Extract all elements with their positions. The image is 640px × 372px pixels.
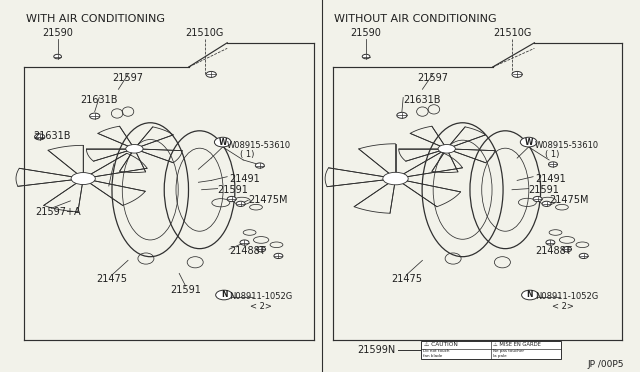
Text: 21475M: 21475M [248,195,288,205]
Text: 21597: 21597 [417,73,448,83]
Text: ⚠ CAUTION: ⚠ CAUTION [424,342,458,347]
Text: 21475: 21475 [97,274,127,284]
Circle shape [542,201,551,206]
Circle shape [397,112,407,118]
Circle shape [512,71,522,77]
Text: WITHOUT AIR CONDITIONING: WITHOUT AIR CONDITIONING [334,14,497,23]
Text: 21597: 21597 [113,73,143,83]
Circle shape [216,290,232,300]
Text: ( 1): ( 1) [545,150,559,159]
Text: W08915-53610: W08915-53610 [535,141,599,150]
Text: 21631B: 21631B [403,96,441,105]
Circle shape [240,240,249,245]
Circle shape [563,247,572,252]
Text: N: N [527,291,533,299]
Text: 21599N: 21599N [357,346,396,355]
Ellipse shape [383,172,408,185]
Text: 21488T: 21488T [229,246,266,256]
Circle shape [274,253,283,259]
Text: 21475: 21475 [391,274,422,284]
Circle shape [546,240,555,245]
Circle shape [533,196,542,202]
Text: < 2>: < 2> [552,302,573,311]
Ellipse shape [125,145,143,153]
Circle shape [255,163,264,168]
Text: 21510G: 21510G [186,29,224,38]
Circle shape [90,113,100,119]
Text: 21510G: 21510G [493,29,531,38]
Text: ( 1): ( 1) [240,150,254,159]
Text: 21488T: 21488T [535,246,572,256]
Text: 21591: 21591 [529,185,559,195]
Circle shape [35,134,45,140]
Text: 21491: 21491 [229,174,260,183]
Text: 21491: 21491 [535,174,566,183]
Text: 21590: 21590 [351,29,381,38]
Circle shape [362,54,370,59]
Circle shape [522,290,538,300]
Circle shape [236,201,245,206]
Text: 21631B: 21631B [81,96,118,105]
Circle shape [227,196,236,202]
Circle shape [520,137,537,147]
Text: ⚠ MISE EN GARDE: ⚠ MISE EN GARDE [493,342,541,347]
Text: W: W [218,138,227,147]
Text: 21590: 21590 [42,29,73,38]
Text: N08911-1052G: N08911-1052G [229,292,292,301]
Bar [421,341,561,359]
Circle shape [206,71,216,77]
Circle shape [548,162,557,167]
Text: Do not touch
fan blade: Do not touch fan blade [423,349,449,358]
Ellipse shape [438,145,456,153]
Text: 21591: 21591 [218,185,248,195]
Circle shape [214,137,231,147]
Text: 21591: 21591 [170,285,201,295]
Ellipse shape [71,173,95,185]
Text: < 2>: < 2> [250,302,271,311]
Circle shape [579,253,588,259]
Text: Ne pas toucher
la pale: Ne pas toucher la pale [493,349,524,358]
Text: 21631B: 21631B [33,131,71,141]
Circle shape [257,247,266,252]
Text: JP /00P5: JP /00P5 [588,360,624,369]
Text: WITH AIR CONDITIONING: WITH AIR CONDITIONING [26,14,164,23]
Circle shape [54,54,61,59]
Text: W: W [524,138,533,147]
Text: W08915-53610: W08915-53610 [227,141,291,150]
Text: N08911-1052G: N08911-1052G [535,292,598,301]
Text: 21597+A: 21597+A [35,207,81,217]
Text: 21475M: 21475M [549,195,589,205]
Text: N: N [221,291,227,299]
